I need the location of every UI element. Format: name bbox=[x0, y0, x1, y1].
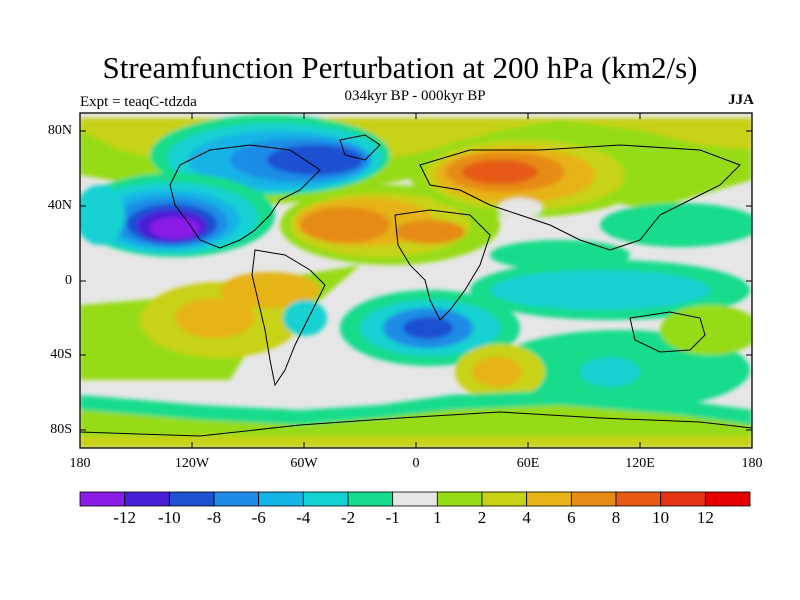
lon-label: 60E bbox=[516, 456, 540, 471]
colorbar bbox=[79, 491, 751, 507]
colorbar-swatch bbox=[258, 491, 304, 507]
colorbar-tick-label: -12 bbox=[113, 508, 136, 527]
lon-label: 180 bbox=[69, 456, 91, 471]
colorbar-swatch bbox=[213, 491, 260, 507]
colorbar-swatch bbox=[347, 491, 394, 507]
colorbar-swatch bbox=[481, 491, 528, 507]
lat-label: 80N bbox=[47, 123, 72, 138]
colorbar-tick-label: -2 bbox=[340, 508, 356, 527]
colorbar-tick-label: -6 bbox=[251, 508, 266, 527]
lon-label: 120W bbox=[174, 456, 210, 471]
map-title: Streamfunction Perturbation at 200 hPa (… bbox=[102, 50, 698, 85]
colorbar-tick-label: 12 bbox=[696, 508, 714, 527]
colorbar-tick-label: 1 bbox=[433, 508, 442, 527]
axis-ticks bbox=[79, 113, 753, 448]
colorbar-tick-label: -1 bbox=[385, 508, 400, 527]
colorbar-swatch bbox=[168, 491, 215, 507]
lon-label: 180 bbox=[741, 456, 763, 471]
colorbar-swatch bbox=[436, 491, 483, 507]
lat-label: 40N bbox=[47, 198, 72, 213]
lat-label: 0 bbox=[65, 273, 72, 288]
colorbar-swatch bbox=[392, 491, 438, 507]
map-subtitle: 034kyr BP - 000kyr BP bbox=[344, 88, 486, 104]
colorbar-tick-label: 10 bbox=[652, 508, 670, 527]
colorbar-swatch bbox=[570, 491, 617, 507]
colorbar-tick-label: 2 bbox=[477, 508, 487, 527]
colorbar-swatch bbox=[615, 491, 662, 507]
season-label: JJA bbox=[728, 92, 754, 108]
lon-label: 60W bbox=[290, 456, 318, 471]
colorbar-swatch bbox=[660, 491, 706, 507]
lat-label: 40S bbox=[50, 347, 72, 362]
colorbar-swatch bbox=[526, 491, 572, 507]
contour-field bbox=[80, 113, 752, 448]
colorbar-tick-label: 6 bbox=[567, 508, 576, 527]
colorbar-swatch bbox=[704, 491, 751, 507]
colorbar-swatch bbox=[79, 491, 126, 507]
colorbar-swatch bbox=[124, 491, 170, 507]
colorbar-tick-label: 4 bbox=[522, 508, 531, 527]
lon-label: 0 bbox=[412, 456, 420, 471]
colorbar-tick-label: -10 bbox=[157, 508, 181, 527]
experiment-label: Expt = teaqC-tdzda bbox=[80, 94, 197, 110]
coastlines bbox=[80, 134, 752, 437]
colorbar-swatch bbox=[302, 491, 349, 507]
lat-label: 80S bbox=[50, 422, 72, 437]
colorbar-tick-label: -8 bbox=[206, 508, 222, 527]
colorbar-tick-label: -4 bbox=[296, 508, 311, 527]
lon-label: 120E bbox=[625, 456, 655, 471]
colorbar-tick-label: 8 bbox=[611, 508, 621, 527]
